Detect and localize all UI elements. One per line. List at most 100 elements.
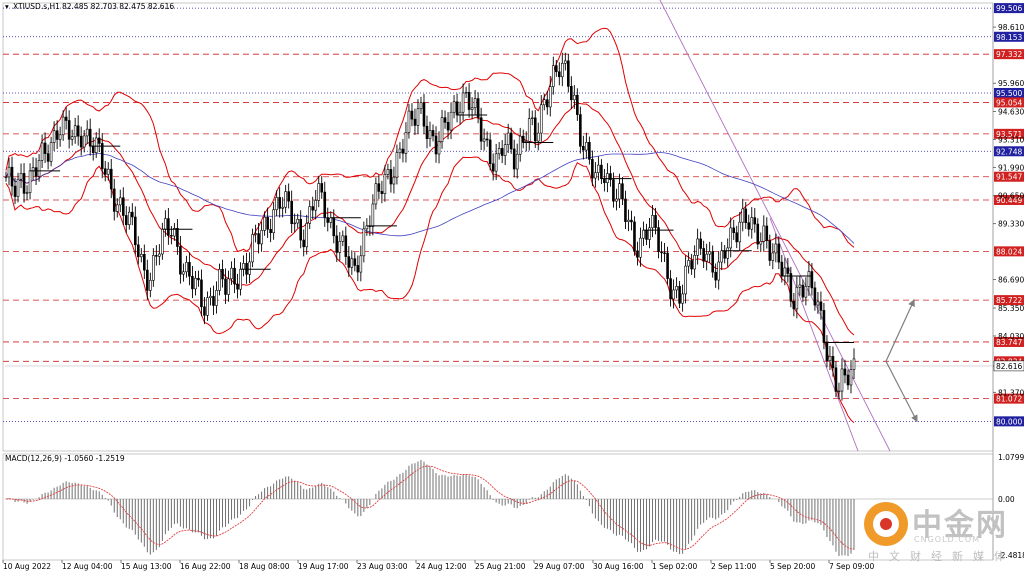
candle-body [732,227,736,234]
candle-body [633,221,636,252]
candle-body [645,229,648,240]
candle-body [663,252,666,254]
candle-body [380,191,384,194]
time-tick-label: 5 Sep 20:00 [770,562,816,571]
candle-body [269,228,272,234]
candle-body [551,65,555,87]
candle-body [97,137,101,144]
candle-body [648,227,651,240]
candle-body [449,111,453,131]
candle-body [260,230,263,245]
candle-body [476,98,480,118]
candle-body [112,188,116,212]
price-tick-label: 94.630 [998,107,1024,116]
main-pane-frame [2,2,994,452]
time-tick-label: 30 Aug 16:00 [593,562,644,571]
candle-body [437,141,441,155]
level-label: 99.506 [996,4,1022,13]
candle-body [585,142,588,151]
candle-body [155,255,158,257]
candle-body [753,217,757,225]
candle-body [317,183,321,201]
candle-body [639,237,642,258]
arrow-up [885,299,915,362]
candle-body [287,191,290,202]
candle-body [146,269,149,291]
candle-body [521,135,525,143]
candle-body [714,271,717,281]
candle-body [284,191,287,208]
candle-body [789,273,793,302]
candle-body [576,94,579,115]
candle-body [539,104,543,134]
candle-body [443,117,447,123]
candle-body [170,235,173,237]
candle-body [134,216,137,246]
trend-channel [659,0,891,452]
candle-body [684,265,687,295]
candle-body [191,275,194,290]
candle-body [834,367,838,392]
level-box [994,31,1024,42]
moving-average-line [5,152,855,244]
level-label: 81.072 [996,395,1022,404]
candle-body [693,255,696,270]
candle-body [705,253,708,262]
candle-body [828,356,832,361]
candle-body [690,260,693,270]
candle-body [548,86,552,108]
candle-body [675,286,678,291]
candle-body [515,153,519,170]
candle-body [106,168,110,175]
candle-body [209,295,212,298]
candle-body [395,152,399,178]
candle-body [329,217,333,223]
candle-body [672,289,675,300]
candle-body [816,301,820,306]
price-tick-label: 89.330 [998,220,1024,229]
candle-body [825,342,829,361]
price-tick-label: 81.370 [998,388,1024,397]
candle-body [49,142,53,162]
candle-body [819,301,823,311]
candle-body [302,239,306,248]
level-label: 83.747 [996,338,1022,347]
candle-body [804,286,808,298]
candle-body [377,183,381,192]
candle-body [344,235,348,257]
candle-body [461,92,465,113]
candle-body [278,197,281,209]
candle-body [251,234,254,263]
level-box [994,416,1024,427]
candle-body [846,374,850,386]
candles-layer [4,52,856,401]
candle-body [579,114,582,147]
candle-body [19,173,23,180]
current-price-box [993,360,1024,372]
candle-body [512,148,516,170]
candle-body [263,216,266,231]
candle-body [567,60,570,87]
candle-body [425,125,429,139]
candle-body [16,178,20,197]
candle-body [762,225,766,242]
candle-body [756,223,760,245]
header-triangle-icon[interactable]: ▾ [5,2,9,11]
level-box [994,246,1024,257]
candle-body [654,215,657,228]
candle-body [70,136,74,140]
candle-body [25,192,29,194]
candle-body [386,169,390,175]
candle-body [79,135,83,148]
candle-body [401,148,405,154]
macd-axis-top: 1.0799 [998,453,1024,462]
candle-body [446,122,450,131]
time-tick-label: 16 Aug 22:00 [180,562,231,571]
candle-body [554,65,558,73]
ohlc-readout: 82.485 82.703 82.475 82.616 [62,2,174,11]
candle-body [85,128,89,137]
candle-body [771,252,775,261]
cngold-logo-icon [864,502,908,546]
candle-body [428,130,432,139]
